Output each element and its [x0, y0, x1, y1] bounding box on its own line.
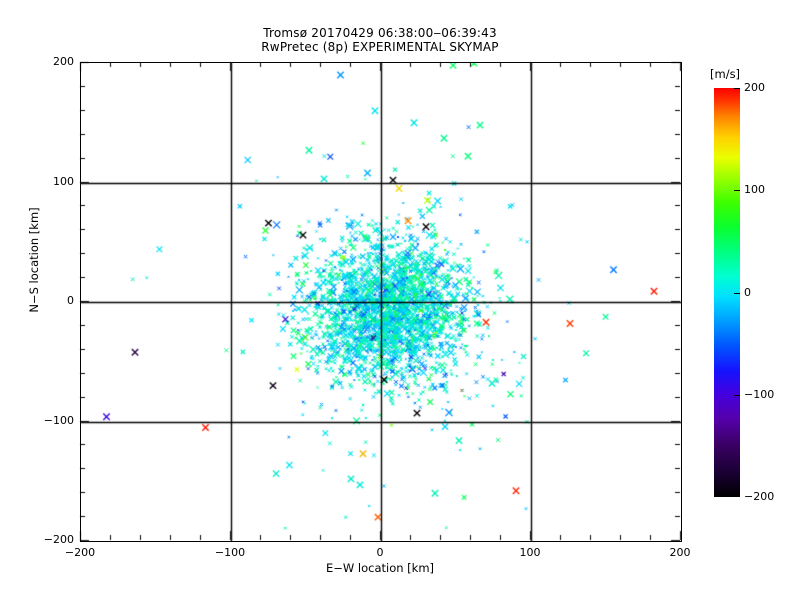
x-tick-label: 200 — [669, 546, 691, 559]
x-axis-label: E−W location [km] — [325, 561, 435, 575]
colorbar-unit-label: [m/s] — [710, 67, 741, 81]
y-tick-label: 200 — [53, 55, 74, 68]
y-tick-label: −100 — [43, 413, 74, 427]
x-tick-label: 0 — [376, 546, 384, 559]
y-tick-label: −200 — [43, 533, 74, 546]
x-tick-label: −200 — [64, 546, 96, 559]
colorbar-tick-label: 100 — [744, 183, 765, 197]
colorbar-tick-mark — [734, 496, 740, 497]
colorbar-tick-label: −200 — [744, 490, 775, 503]
x-tick-label: 100 — [519, 546, 541, 559]
colorbar[interactable]: [m/s] −200 −100 0 100 200 — [710, 67, 800, 503]
colorbar-tick-mark — [734, 190, 740, 191]
colorbar-tick-mark — [734, 88, 740, 89]
y-axis-label: N−S location [km] — [27, 207, 41, 313]
colorbar-tick-label: −100 — [744, 387, 775, 401]
colorbar-tick-mark — [734, 395, 740, 396]
colorbar-tick-label: 200 — [744, 81, 765, 94]
plot-area[interactable] — [80, 62, 682, 542]
y-tick-label: 0 — [67, 294, 74, 307]
title-line-1: Tromsø 20170429 06:38:00‒06:39:43 — [263, 26, 497, 40]
colorbar-gradient — [714, 88, 740, 497]
x-tick-label: −100 — [214, 546, 246, 559]
plot-title: Tromsø 20170429 06:38:00‒06:39:43 RwPret… — [0, 26, 760, 54]
colorbar-tick-label: 0 — [744, 285, 751, 299]
title-line-2: RwPretec (8p) EXPERIMENTAL SKYMAP — [261, 40, 499, 54]
scatter-points-layer — [81, 63, 681, 541]
y-tick-label: 100 — [53, 174, 74, 188]
colorbar-tick-mark — [734, 293, 740, 294]
